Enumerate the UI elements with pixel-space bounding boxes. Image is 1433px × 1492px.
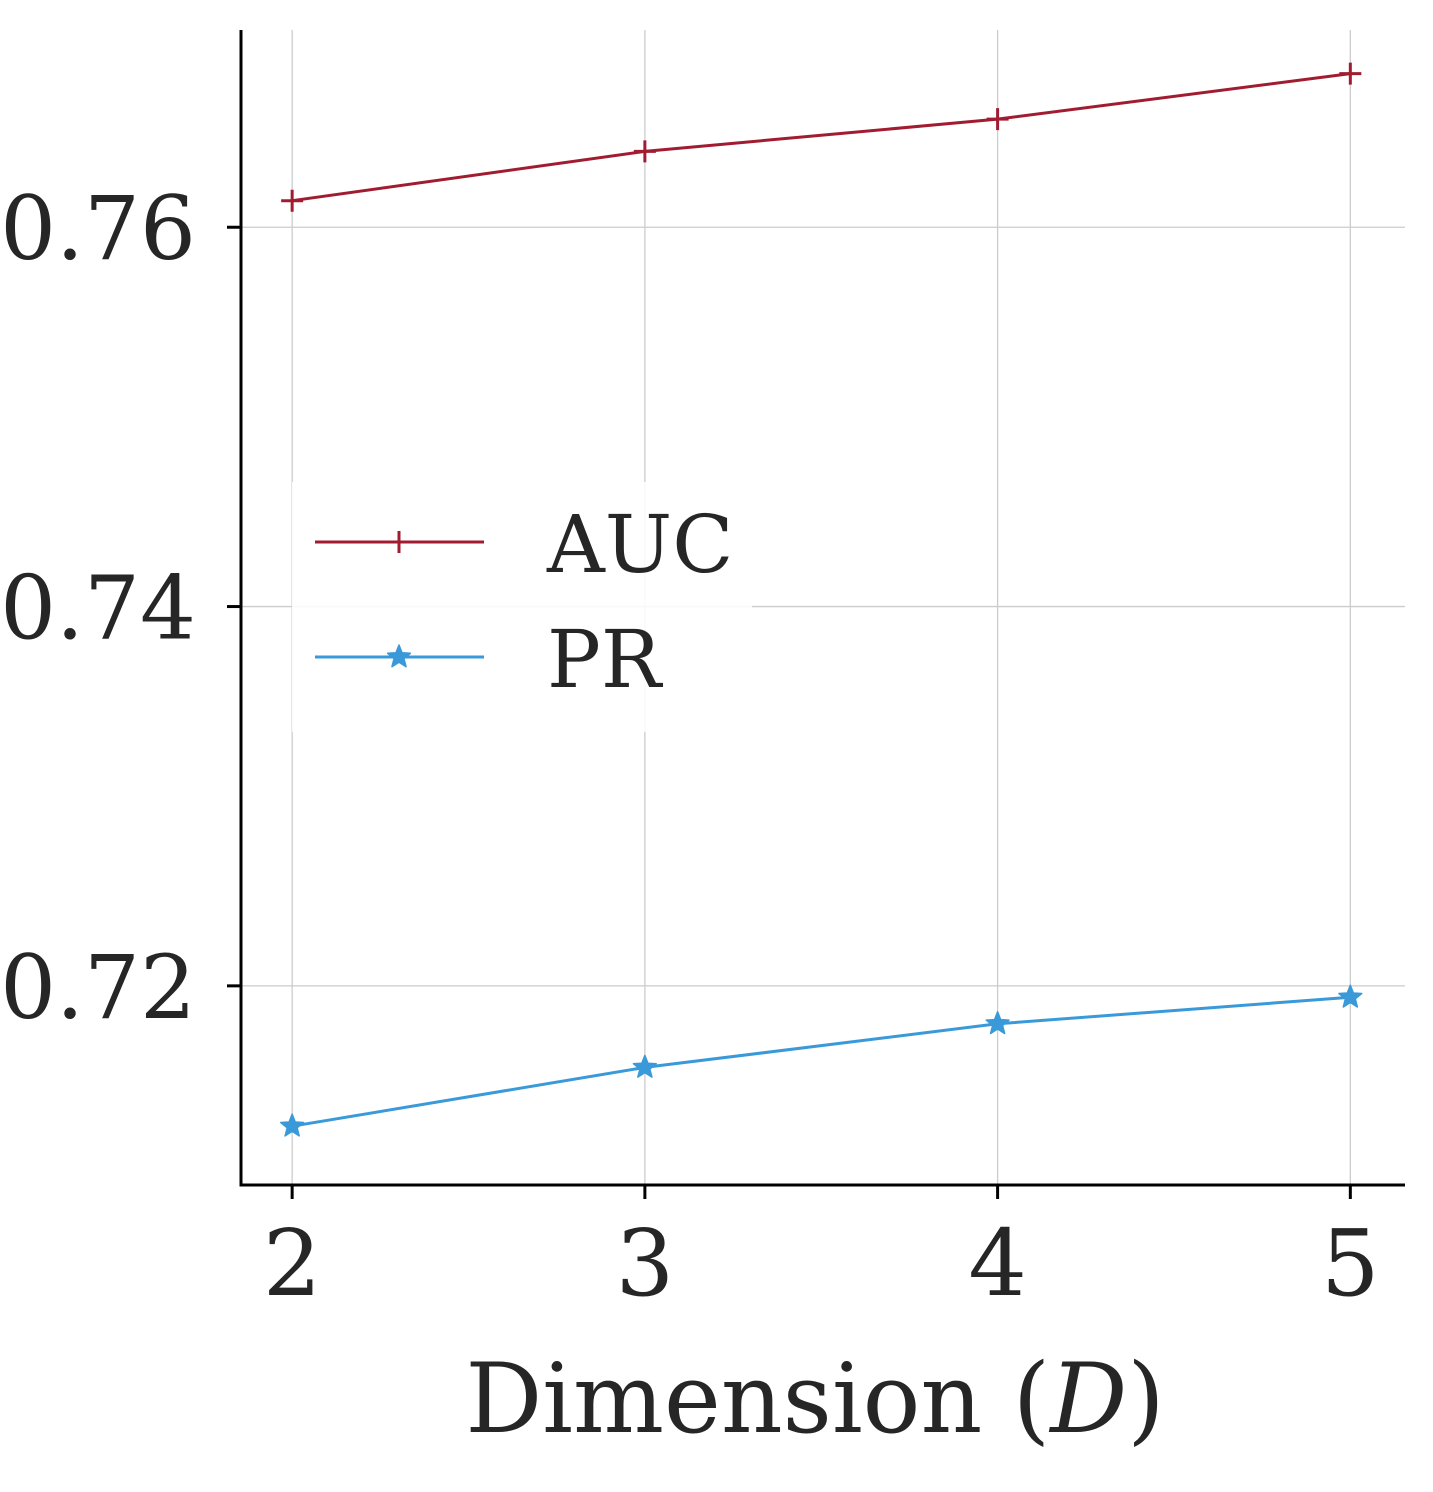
- data-point-pr-5: [1338, 984, 1363, 1008]
- series-line-auc: [291, 72, 1351, 203]
- axes: [239, 30, 1405, 1187]
- data-point-auc-4: [986, 108, 1009, 131]
- legend-box: [292, 482, 752, 732]
- tick-marks: [227, 225, 1352, 1199]
- legend-label-pr: PR: [547, 613, 664, 706]
- y-tick-label-0.76: 0.76: [0, 177, 196, 280]
- series-line-pr: [291, 995, 1351, 1128]
- x-axis-label: Dimension (D): [465, 1343, 1164, 1455]
- data-point-pr-3: [632, 1054, 658, 1078]
- data-point-auc-3: [633, 140, 656, 163]
- legend-label-auc: AUC: [546, 498, 733, 591]
- data-point-pr-4: [985, 1011, 1010, 1035]
- legend-marker-auc: [388, 531, 410, 553]
- y-tick-label-0.74: 0.74: [0, 557, 196, 660]
- series-lines: [291, 72, 1351, 1128]
- x-tick-label-5: 5: [1321, 1210, 1380, 1317]
- x-tick-label-3: 3: [616, 1210, 675, 1317]
- data-point-auc-2: [281, 189, 304, 212]
- x-tick-label-4: 4: [968, 1210, 1027, 1317]
- data-point-pr-2: [279, 1113, 305, 1137]
- tick-labels: 2 3 4 5 0.72 0.74 0.76: [0, 177, 1380, 1317]
- data-point-auc-5: [1339, 62, 1362, 85]
- series-markers: [279, 62, 1363, 1137]
- legend: AUC PR: [292, 482, 752, 732]
- legend-marker-pr: [386, 644, 412, 668]
- x-tick-label-2: 2: [263, 1210, 322, 1317]
- y-tick-label-0.72: 0.72: [0, 936, 196, 1039]
